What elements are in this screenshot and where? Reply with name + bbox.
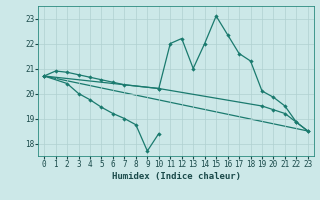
X-axis label: Humidex (Indice chaleur): Humidex (Indice chaleur) [111,172,241,181]
